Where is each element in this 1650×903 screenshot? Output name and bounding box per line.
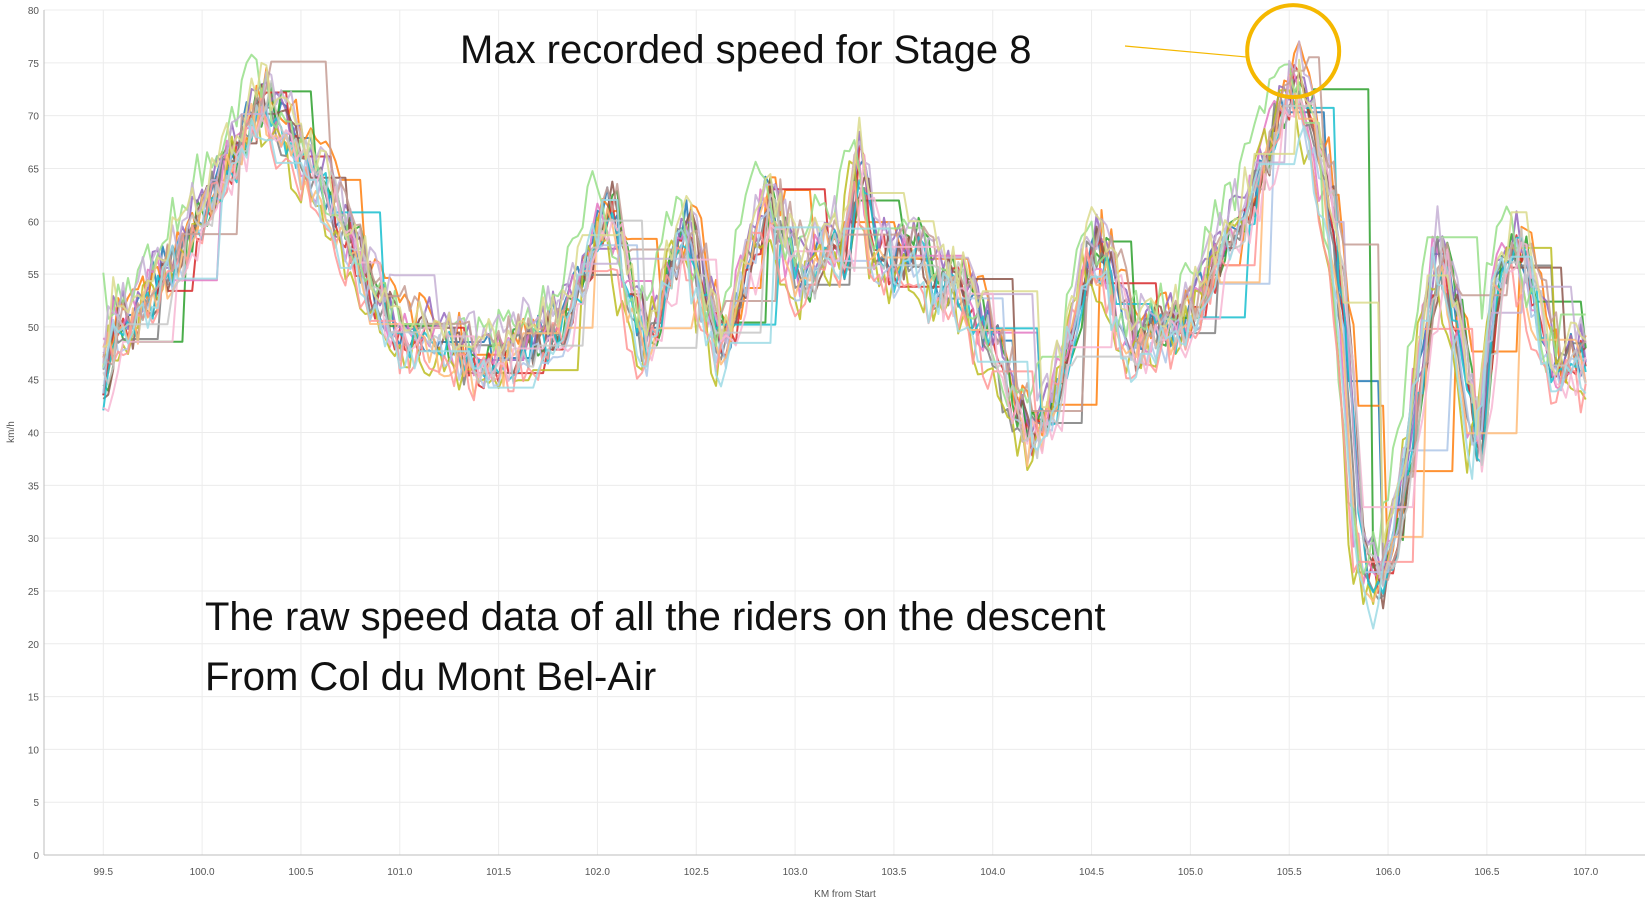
x-tick-label: 100.0 [190,867,215,878]
y-tick-label: 65 [28,164,40,175]
x-tick-label: 105.5 [1277,867,1302,878]
rider-speed-line [102,76,1587,574]
rider-speed-line [102,117,1587,630]
y-tick-label: 15 [28,693,40,704]
y-tick-label: 35 [28,481,40,492]
x-tick-label: 101.5 [486,867,511,878]
x-tick-label: 103.5 [881,867,906,878]
y-tick-label: 10 [28,745,40,756]
rider-speed-line [102,58,1587,543]
y-tick-label: 60 [28,217,40,228]
y-tick-label: 70 [28,112,40,123]
y-tick-label: 45 [28,376,40,387]
rider-speed-line [102,53,1586,576]
description-line-1: The raw speed data of all the riders on … [205,595,1106,639]
y-tick-label: 40 [28,429,40,440]
y-tick-label: 0 [33,851,39,862]
description-line-2: From Col du Mont Bel-Air [205,655,656,699]
y-tick-label: 75 [28,59,40,70]
y-axis-label: km/h [6,421,17,443]
y-tick-label: 5 [33,798,39,809]
max-speed-circle [1245,3,1342,100]
x-tick-label: 105.0 [1178,867,1203,878]
rider-speed-line [102,90,1586,600]
x-tick-label: 102.0 [585,867,610,878]
x-tick-label: 103.0 [783,867,808,878]
y-tick-label: 30 [28,534,40,545]
x-axis-label: KM from Start [814,889,876,900]
y-tick-labels: 0 5 10 15 20 25 30 35 40 45 50 55 60 65 70 75 80 [28,6,40,862]
x-tick-label: 106.0 [1376,867,1401,878]
x-tick-label: 107.0 [1573,867,1598,878]
y-tick-label: 20 [28,640,40,651]
x-tick-labels: 99.5 100.0 100.5 101.0 101.5 102.0 102.5 103.0 1… [94,867,1599,878]
series-lines [102,40,1587,630]
x-tick-label: 100.5 [288,867,313,878]
x-tick-label: 101.0 [387,867,412,878]
x-tick-label: 104.0 [980,867,1005,878]
rider-speed-line [102,40,1587,570]
x-tick-label: 99.5 [94,867,114,878]
y-tick-label: 80 [28,6,40,17]
x-tick-label: 106.5 [1474,867,1499,878]
max-speed-annotation: Max recorded speed for Stage 8 [460,28,1031,72]
y-tick-label: 50 [28,323,40,334]
y-tick-label: 25 [28,587,40,598]
x-tick-label: 104.5 [1079,867,1104,878]
x-tick-label: 102.5 [684,867,709,878]
max-speed-callout-line [1124,45,1248,58]
y-tick-label: 55 [28,270,40,281]
